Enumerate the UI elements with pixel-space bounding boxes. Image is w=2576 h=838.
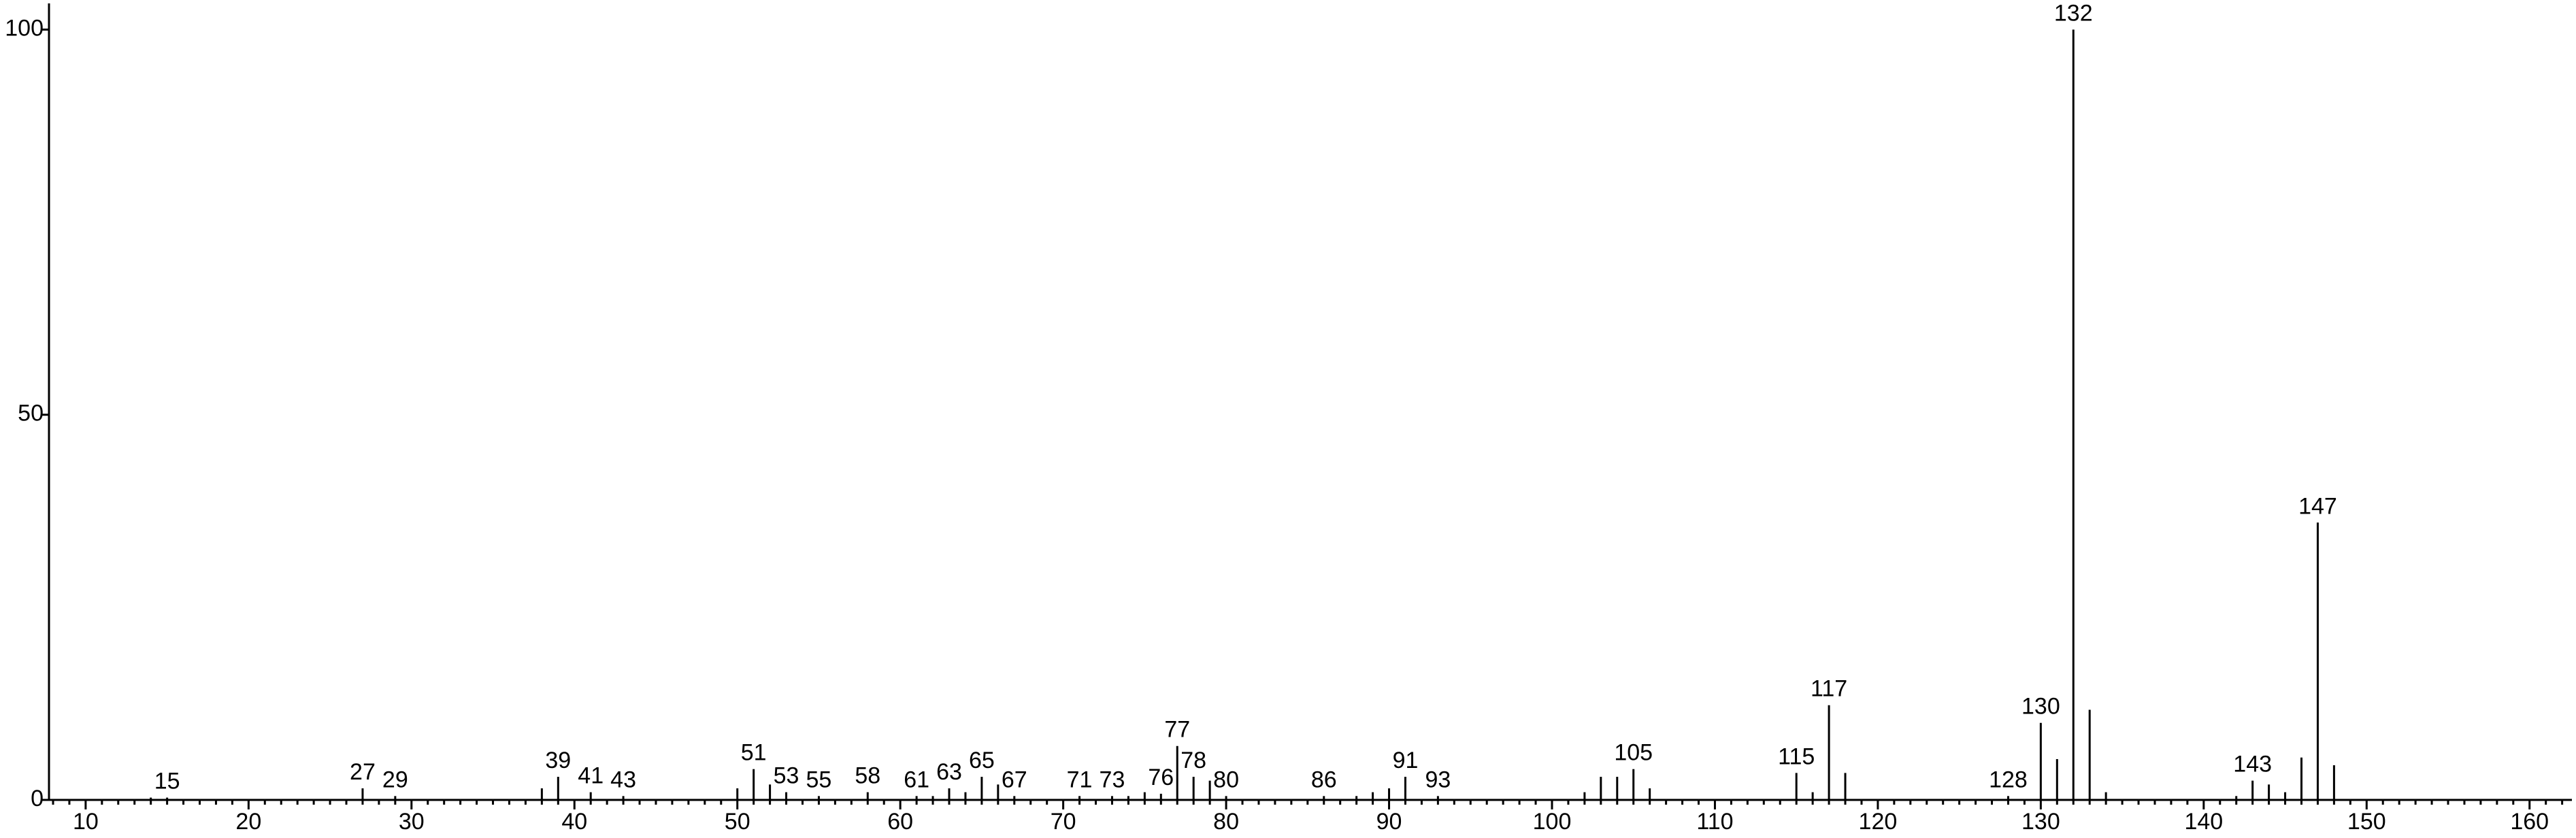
peak-label: 143 — [2233, 752, 2272, 777]
x-tick-label: 90 — [1376, 809, 1402, 835]
peak-label: 128 — [1989, 767, 2028, 792]
peak-label: 77 — [1164, 717, 1190, 743]
peak-label: 43 — [610, 767, 636, 792]
peak-label: 63 — [936, 759, 962, 785]
x-tick-label: 80 — [1213, 809, 1239, 835]
x-tick-label: 110 — [1696, 809, 1733, 835]
peak-label: 80 — [1213, 767, 1239, 792]
peak-label: 67 — [1002, 767, 1027, 792]
peak-label: 58 — [855, 763, 880, 789]
peak-label: 93 — [1425, 767, 1451, 792]
y-tick-label: 50 — [18, 401, 44, 426]
x-tick-label: 40 — [561, 809, 587, 835]
peak-label: 76 — [1148, 765, 1174, 790]
peak-label: 29 — [382, 767, 408, 792]
x-tick-label: 150 — [2347, 809, 2386, 835]
peak-label: 41 — [578, 763, 604, 789]
peak-label: 55 — [806, 767, 832, 792]
peak-label: 27 — [350, 759, 376, 785]
x-tick-label: 120 — [1859, 809, 1898, 835]
peak-label: 147 — [2298, 493, 2337, 519]
peak-label: 73 — [1100, 767, 1125, 792]
x-tick-label: 100 — [1533, 809, 1572, 835]
x-tick-label: 30 — [399, 809, 425, 835]
peak-label: 78 — [1180, 748, 1206, 773]
peak-label: 71 — [1067, 767, 1093, 792]
peak-label: 91 — [1393, 748, 1419, 773]
peak-label: 61 — [904, 767, 929, 792]
peak-label: 65 — [969, 748, 995, 773]
x-tick-label: 140 — [2184, 809, 2223, 835]
peak-label: 86 — [1311, 767, 1337, 792]
x-tick-label: 60 — [887, 809, 913, 835]
peak-label: 53 — [774, 763, 799, 789]
x-tick-label: 10 — [73, 809, 99, 835]
peak-label: 39 — [545, 748, 571, 773]
y-tick-label: 100 — [5, 15, 44, 41]
peak-label: 115 — [1778, 743, 1815, 769]
peak-label: 15 — [154, 769, 180, 794]
peak-label: 51 — [741, 740, 767, 766]
x-tick-label: 70 — [1051, 809, 1076, 835]
peak-label: 105 — [1614, 740, 1653, 766]
x-tick-label: 130 — [2021, 809, 2060, 835]
x-tick-label: 160 — [2510, 809, 2549, 835]
y-tick-label: 0 — [31, 786, 44, 811]
peak-label: 132 — [2054, 0, 2093, 26]
peak-label: 117 — [1811, 676, 1847, 702]
x-tick-label: 20 — [235, 809, 261, 835]
x-tick-label: 50 — [725, 809, 750, 835]
peak-label: 130 — [2021, 694, 2060, 720]
